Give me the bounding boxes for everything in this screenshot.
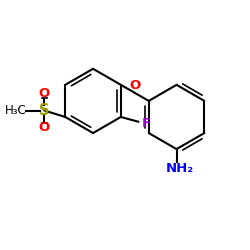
Text: O: O: [39, 121, 50, 134]
Text: NH₂: NH₂: [166, 162, 194, 175]
Text: S: S: [39, 103, 50, 118]
Text: O: O: [129, 79, 140, 92]
Text: F: F: [142, 117, 151, 130]
Text: H₃C: H₃C: [4, 104, 26, 117]
Text: O: O: [39, 87, 50, 100]
